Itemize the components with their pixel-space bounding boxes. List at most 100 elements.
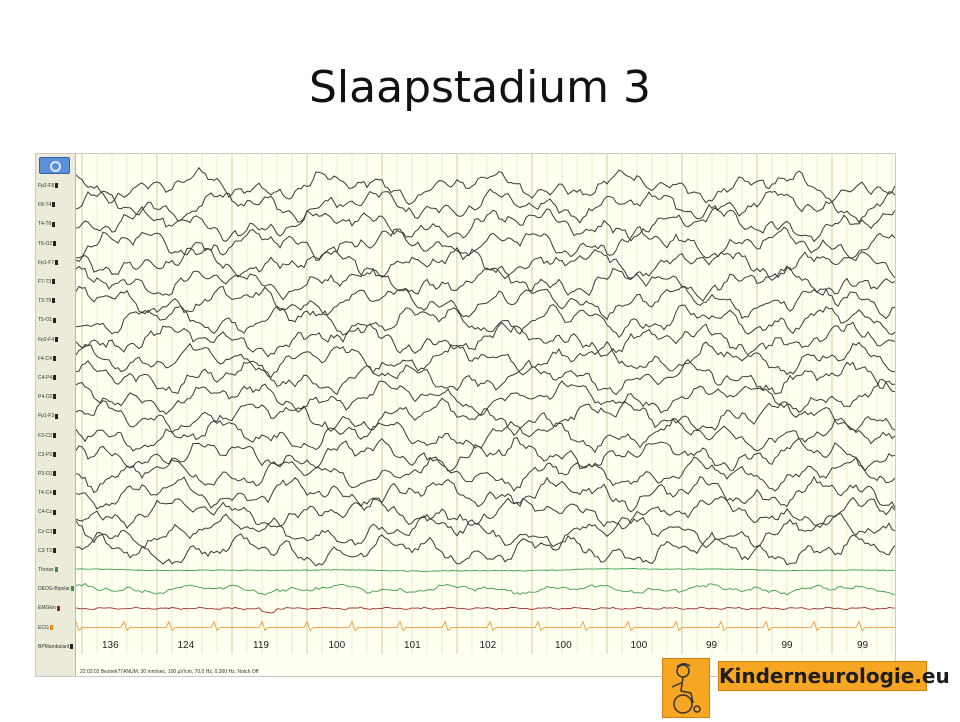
channel-label-text: T5-O1 [38,317,53,324]
bpm-value: 100 [630,640,648,651]
bpm-value: 102 [479,640,497,651]
channel-marker [52,298,56,304]
channel-label-text: Fp1-F7 [38,259,55,266]
montage-settings-button[interactable] [39,157,70,174]
logo-text-box: Kinderneurologie.eu [718,661,950,691]
channel-label-text: Thorax [38,567,54,573]
channel-trace [76,304,895,338]
channel-marker [55,413,59,419]
channel-marker [55,259,59,265]
channel-label-text: P4-O2 [38,394,53,401]
bpm-value: 101 [404,640,421,651]
channel-trace [76,531,895,567]
bpm-value: 99 [857,640,869,651]
logo-text: Kinderneurologie.eu [719,664,950,688]
bpm-value: 100 [555,640,572,651]
channel-label-text: BPMambulant [38,643,70,650]
channel-label-text: F7-T3 [38,279,52,285]
channel-marker [70,643,74,649]
channel-label-text: EMGkin [38,605,56,612]
channel-label-text: DEOG-Bipolar [38,586,70,593]
channel-marker [53,528,57,534]
channel-trace [76,496,895,530]
channel-trace [76,265,895,302]
channel-trace [76,166,895,205]
channel-label: F3-C3 [38,433,56,439]
channel-trace [76,475,895,513]
channel-label: F4-C4 [38,356,56,362]
channel-marker [55,336,59,342]
channel-label-text: Fp2-F8 [38,183,55,189]
channel-marker [70,586,74,592]
channel-label-text: C3-T3 [38,547,52,554]
channel-marker [53,471,57,477]
channel-trace [76,340,895,379]
channel-trace [76,285,895,321]
channel-trace [76,397,895,436]
channel-trace [76,513,895,549]
channel-label: T6-O2 [38,240,57,247]
eeg-viewer: Fp2-F8 F8-T4 T4-T6 T6-O2 Fp1-F7 F7-T3 T3-T5 T5-… [35,153,896,677]
channel-label-text: P3-O1 [38,471,53,477]
channel-trace [76,379,895,416]
channel-trace [76,188,895,224]
channel-label-text: T3-T5 [38,298,52,305]
channel-marker [52,547,56,553]
bpm-value: 124 [177,640,195,651]
channel-label: Cz-C3 [38,528,57,535]
channel-label: ECG [38,625,53,631]
channel-label-text: F4-C4 [38,355,52,362]
channel-label: DEOG-Bipolar [38,586,74,592]
channel-marker [55,183,59,189]
eeg-trace-area [76,154,895,654]
channel-trace [76,582,895,596]
channel-label-text: C4-P4 [38,375,53,381]
channel-label: Fp2-F8 [38,183,59,189]
child-wheelchair-logo-icon [662,658,710,718]
channel-trace [76,246,895,282]
bpm-value: 119 [253,640,269,651]
channel-marker [53,451,57,457]
status-bar: 22:02:02 Bezoek77ANUM, 30 mm/sec, 100 µV… [80,669,259,675]
channel-marker [52,490,56,496]
channel-label: T3-T5 [38,298,56,305]
channel-label-text: T4-C4 [38,490,52,497]
channel-label-text: Fp1-F3 [38,413,55,420]
channel-marker [53,509,57,515]
bpm-value: 100 [328,640,346,651]
channel-label: C3-T3 [38,548,56,554]
channel-label: T5-O1 [38,317,57,324]
channel-marker [53,375,57,381]
channel-label-text: ECG [38,624,49,631]
channel-label: P4-O2 [38,394,57,401]
channel-marker [52,432,56,438]
channel-label: Fp1-F7 [38,259,59,266]
channel-label-text: Cz-C3 [38,528,53,535]
channel-label: Thorax [38,567,58,573]
channel-label: T4-T6 [38,221,56,228]
channel-label-text: T4-T6 [38,221,52,228]
channel-label: C3-P3 [38,451,57,458]
channel-trace [76,456,895,494]
bpm-value: 99 [781,640,793,651]
channel-marker [52,279,56,285]
channel-label: EMGkin [38,605,60,611]
channel-marker [53,394,57,400]
channel-trace [76,437,895,472]
channel-marker [56,605,60,611]
channel-label-text: Fp2-F4 [38,336,55,343]
channel-label-text: C4-Cz [38,509,53,516]
channel-label-text: F8-T4 [38,202,52,209]
channel-label-text: F3-C3 [38,432,52,439]
channel-label: Fp1-F3 [38,413,59,420]
channel-label-column: Fp2-F8 F8-T4 T4-T6 T6-O2 Fp1-F7 F7-T3 T3-T5 T5-… [36,154,76,676]
channel-trace [76,205,895,243]
channel-label: BPMambulant [38,643,74,650]
channel-label-text: T6-O2 [38,240,53,247]
channel-marker [52,355,56,361]
channel-trace [76,620,895,632]
channel-label: C4-Cz [38,509,57,516]
channel-label: Fp2-F4 [38,336,59,343]
slide-title: Slaapstadium 3 [308,62,652,113]
channel-trace [76,568,895,572]
